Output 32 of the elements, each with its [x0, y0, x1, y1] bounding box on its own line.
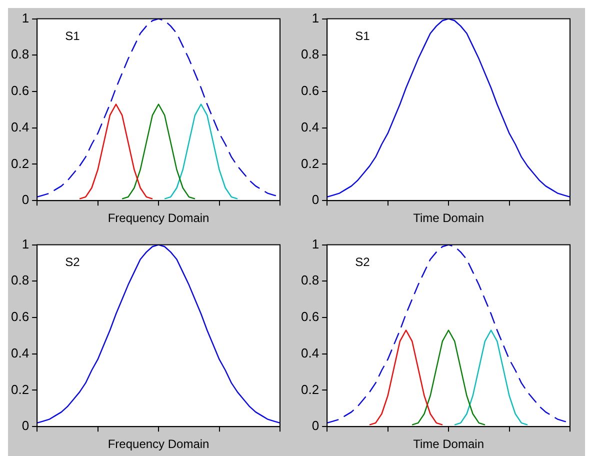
- y-tick-label: 1: [312, 10, 320, 26]
- y-tick-label: 0.8: [300, 46, 320, 62]
- y-tick-label: 0.4: [10, 119, 30, 134]
- y-tick-label: 0.8: [10, 46, 30, 62]
- y-tick-label: 0.8: [10, 272, 30, 288]
- y-tick-label: 0: [22, 418, 30, 434]
- y-tick-label: 0.4: [10, 345, 30, 360]
- annotation: S1: [65, 29, 80, 44]
- y-tick-label: 0.6: [10, 309, 30, 324]
- y-tick-label: 0.2: [300, 156, 320, 171]
- y-tick-label: 0.4: [300, 119, 320, 134]
- y-tick-label: 1: [22, 236, 30, 252]
- y-tick-label: 0: [312, 192, 320, 208]
- annotation: S2: [65, 255, 80, 270]
- x-axis-title: Time Domain: [413, 211, 484, 226]
- x-axis-title: Frequency Domain: [108, 211, 210, 226]
- x-axis-title: Time Domain: [413, 437, 484, 452]
- y-tick-label: 0.2: [300, 382, 320, 397]
- y-tick-label: 0.2: [10, 382, 30, 397]
- y-tick-label: 0: [22, 192, 30, 208]
- y-tick-label: 0: [312, 418, 320, 434]
- y-tick-label: 0.6: [10, 83, 30, 98]
- y-tick-label: 0.6: [300, 309, 320, 324]
- annotation: S1: [355, 29, 370, 44]
- y-tick-label: 1: [22, 10, 30, 26]
- y-tick-label: 1: [312, 236, 320, 252]
- annotation: S2: [355, 255, 370, 270]
- y-tick-label: 0.2: [10, 156, 30, 171]
- y-tick-label: 0.8: [300, 272, 320, 288]
- y-tick-label: 0.4: [300, 345, 320, 360]
- y-tick-label: 0.6: [300, 83, 320, 98]
- x-axis-title: Frequency Domain: [108, 437, 210, 452]
